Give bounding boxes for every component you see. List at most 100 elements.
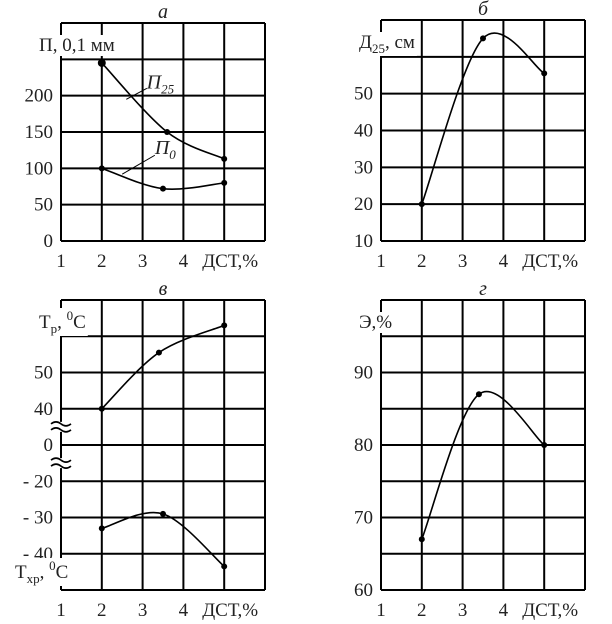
x-tick-label: 3 [138,600,148,621]
series-line [101,511,225,568]
x-axis-label: ДСТ,% [202,600,258,621]
y-axis-label-secondary-part: хр [27,571,40,586]
axis-break-gap [58,458,64,469]
y-axis-label-part: Д [359,32,372,53]
series-label-part: 25 [161,81,175,96]
series-line [421,32,545,205]
x-tick-label: 2 [97,600,107,621]
series-line [101,324,225,410]
y-tick-label: 50 [354,84,373,105]
data-point [541,70,548,77]
x-axis-label: ДСТ,% [522,251,578,272]
y-axis-label-part: р [51,321,58,336]
series-label: П25 [146,71,175,96]
data-point [418,201,425,208]
y-axis-label-part: С [73,312,86,333]
series-label-part: 0 [169,147,176,162]
data-point [480,35,486,42]
axis-break-icon [50,421,72,433]
y-tick-label: 100 [25,158,54,179]
y-axis-label: Э,% [359,312,392,333]
data-point [155,349,162,356]
series-leader-line [126,87,147,100]
y-axis-label-secondary-part: 0 [49,558,56,573]
x-tick-label: 4 [499,251,509,272]
data-point [221,155,228,162]
x-tick-label: 4 [499,600,509,621]
label-background [357,32,417,56]
data-point [98,525,105,532]
y-tick-label: 40 [34,399,53,420]
label-background [37,35,117,56]
x-tick-label: 3 [458,251,468,272]
x-tick-label: 2 [97,251,107,272]
x-tick-label: 2 [417,600,427,621]
y-tick-label: - 20 [23,471,53,492]
y-axis-label: П, 0,1 мм [39,35,115,56]
x-tick-label: 3 [458,600,468,621]
x-tick-label: 1 [376,251,386,272]
axis-break-icon [50,457,72,469]
x-tick-label: 4 [179,600,189,621]
panel-title: г [479,278,487,300]
label-background [357,312,395,333]
x-axis-label: ДСТ,% [522,600,578,621]
series-leader-line [121,154,156,175]
y-tick-label: 30 [354,157,373,178]
y-axis-label-part: Э,% [359,312,392,333]
y-axis-label-part: Т [39,312,51,333]
panel-title: б [478,0,489,20]
data-point [160,510,166,517]
x-axis-label: ДСТ,% [202,251,258,272]
y-tick-label: 20 [354,194,373,215]
series-label-part: П [154,137,171,159]
y-tick-label: 10 [354,231,373,252]
x-tick-label: 2 [417,251,427,272]
y-axis-label-part: , [57,312,67,333]
y-tick-label: 150 [25,122,54,143]
axis-break-gap [58,421,64,432]
y-tick-label: 70 [354,508,373,529]
y-tick-label: 60 [354,580,373,601]
data-point [475,391,482,398]
data-point [97,58,106,67]
panel-title: а [158,1,168,23]
y-tick-label: 40 [354,121,373,142]
data-point [164,129,171,135]
y-tick-label: 80 [354,435,373,456]
data-point [221,179,228,186]
x-tick-label: 1 [376,600,386,621]
y-tick-label: 0 [44,435,54,456]
y-tick-label: 50 [34,363,53,384]
y-tick-label: 0 [44,231,54,252]
panel-title: в [159,278,168,300]
series-label-part: П [146,71,163,93]
panel-1: б 1 2 3 4 ДСТ,% 10 20 30 40 50 Д25, см [354,0,586,272]
x-tick-label: 4 [179,251,189,272]
y-axis-label: Тр, 0С [39,308,86,336]
y-axis-label-part: П, 0,1 мм [39,35,115,56]
data-point [160,185,166,192]
data-point [541,442,548,448]
y-axis-label-secondary-part: С [56,562,69,583]
y-axis-label-secondary: Тхр, 0С [15,558,68,586]
y-axis-label-part: 25 [372,41,385,56]
y-axis-label-part: 0 [67,308,74,323]
x-tick-label: 1 [56,600,66,621]
y-tick-label: 200 [25,86,54,107]
x-tick-label: 1 [56,251,66,272]
data-point [98,405,105,412]
label-background [37,308,88,336]
label-background [13,558,71,586]
x-tick-label: 3 [138,251,148,272]
y-axis-label: Д25, см [359,32,415,56]
data-point [221,563,228,570]
y-axis-label-part: , см [385,32,415,53]
y-tick-label: 50 [34,195,53,216]
y-axis-label-secondary-part: Т [15,562,27,583]
data-point [221,322,228,329]
panel-3: г 1 2 3 4 ДСТ,% 60 70 80 90 Э,% [354,278,586,621]
